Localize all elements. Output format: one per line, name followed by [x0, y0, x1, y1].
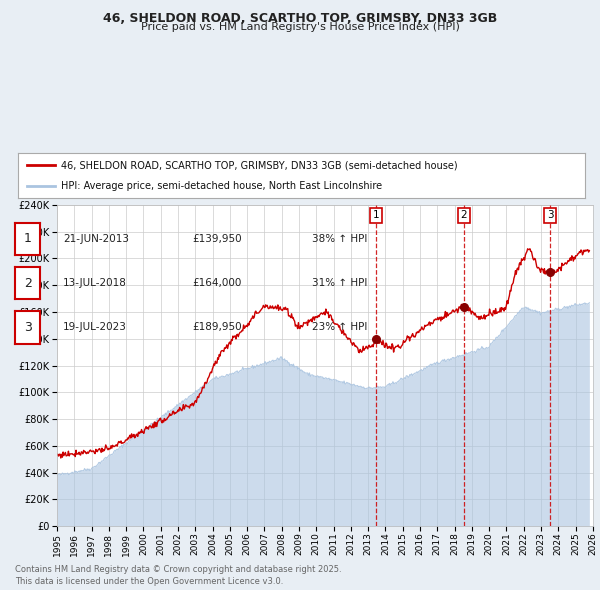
Text: Price paid vs. HM Land Registry's House Price Index (HPI): Price paid vs. HM Land Registry's House … [140, 22, 460, 32]
Text: 1: 1 [373, 211, 380, 221]
Text: HPI: Average price, semi-detached house, North East Lincolnshire: HPI: Average price, semi-detached house,… [61, 181, 382, 191]
Text: 46, SHELDON ROAD, SCARTHO TOP, GRIMSBY, DN33 3GB: 46, SHELDON ROAD, SCARTHO TOP, GRIMSBY, … [103, 12, 497, 25]
Text: 13-JUL-2018: 13-JUL-2018 [63, 278, 127, 288]
Text: 3: 3 [23, 321, 32, 334]
Text: 23% ↑ HPI: 23% ↑ HPI [312, 323, 367, 332]
Text: Contains HM Land Registry data © Crown copyright and database right 2025.
This d: Contains HM Land Registry data © Crown c… [15, 565, 341, 586]
Text: 3: 3 [547, 211, 554, 221]
Text: 38% ↑ HPI: 38% ↑ HPI [312, 234, 367, 244]
Text: 1: 1 [23, 232, 32, 245]
Text: 2: 2 [460, 211, 467, 221]
Text: £139,950: £139,950 [192, 234, 242, 244]
Text: 21-JUN-2013: 21-JUN-2013 [63, 234, 129, 244]
Text: £189,950: £189,950 [192, 323, 242, 332]
Text: 46, SHELDON ROAD, SCARTHO TOP, GRIMSBY, DN33 3GB (semi-detached house): 46, SHELDON ROAD, SCARTHO TOP, GRIMSBY, … [61, 160, 457, 171]
Text: £164,000: £164,000 [192, 278, 241, 288]
Text: 19-JUL-2023: 19-JUL-2023 [63, 323, 127, 332]
Text: 31% ↑ HPI: 31% ↑ HPI [312, 278, 367, 288]
Text: 2: 2 [23, 277, 32, 290]
